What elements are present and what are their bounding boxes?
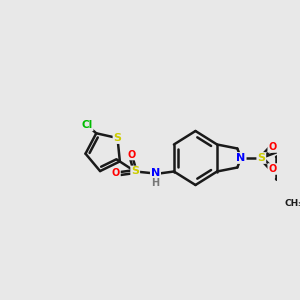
Text: N: N <box>151 169 160 178</box>
Text: CH₃: CH₃ <box>284 199 300 208</box>
Text: O: O <box>268 164 277 174</box>
Text: N: N <box>236 153 246 163</box>
Text: S: S <box>113 133 122 143</box>
Text: S: S <box>131 167 139 176</box>
Text: S: S <box>257 153 265 163</box>
Text: O: O <box>112 169 120 178</box>
Text: O: O <box>268 142 277 152</box>
Text: H: H <box>152 178 160 188</box>
Text: Cl: Cl <box>81 120 93 130</box>
Text: O: O <box>128 149 136 160</box>
